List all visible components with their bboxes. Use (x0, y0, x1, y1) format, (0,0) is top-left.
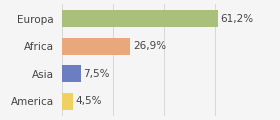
Bar (62, 38, 130, 55)
Text: 4,5%: 4,5% (76, 96, 102, 106)
Text: 7,5%: 7,5% (83, 69, 110, 79)
Text: 26,9%: 26,9% (133, 41, 166, 51)
Bar (62, 93, 73, 110)
Bar (62, 65, 81, 82)
Bar (62, 10, 218, 27)
Text: 61,2%: 61,2% (221, 14, 254, 24)
